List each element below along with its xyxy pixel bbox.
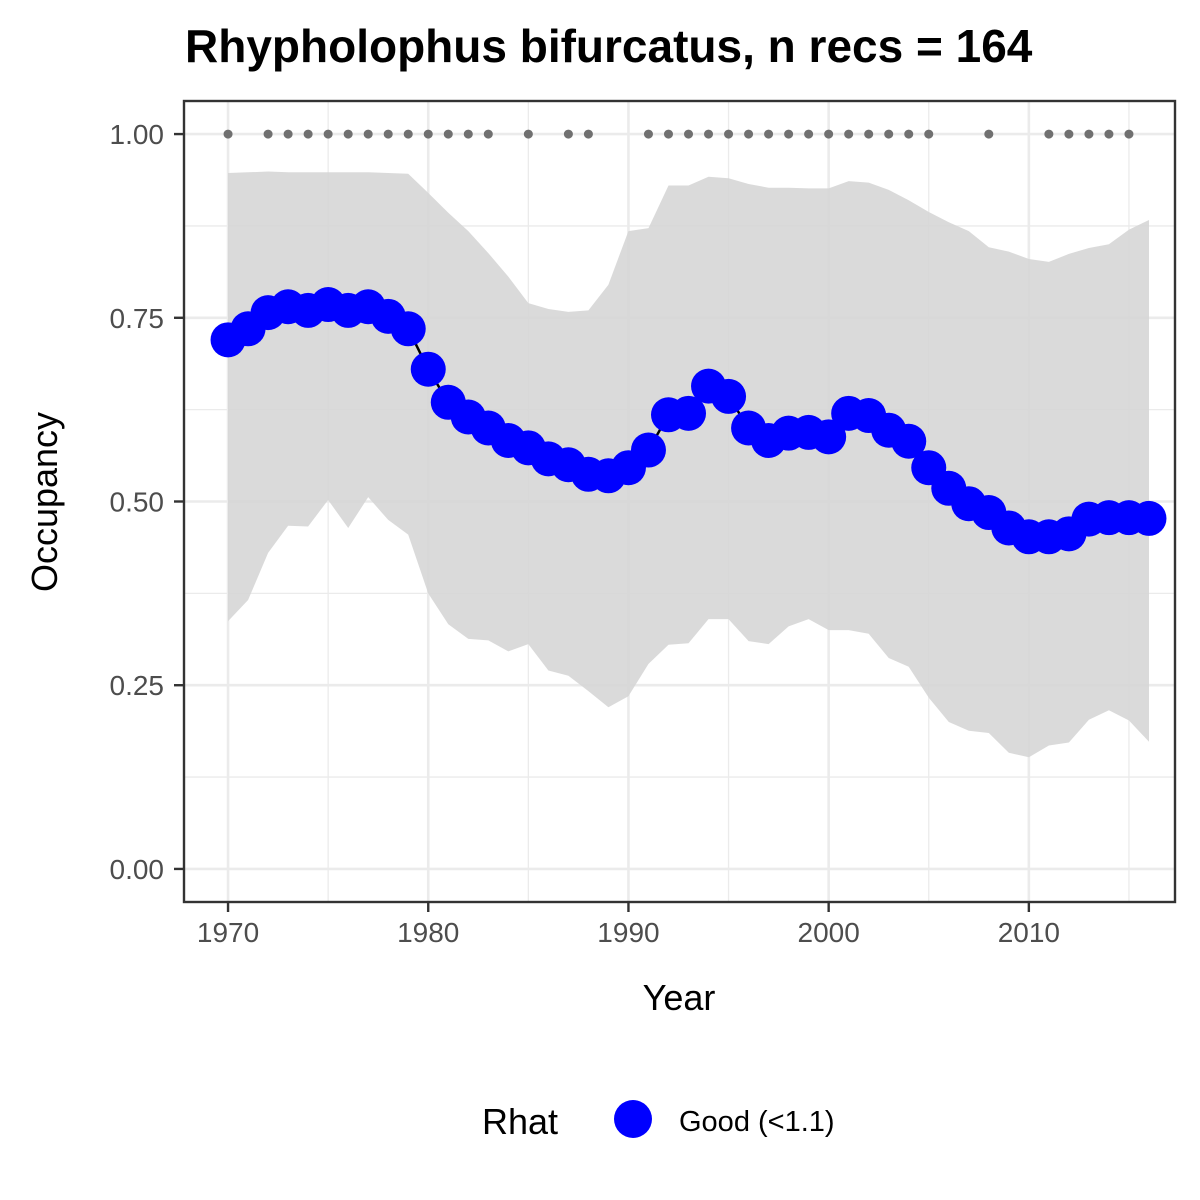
record-year-dot [684, 129, 694, 139]
occupancy-point [410, 351, 446, 387]
plot-panel [182, 99, 1177, 904]
record-year-dot [423, 129, 433, 139]
record-year-dot [563, 129, 573, 139]
record-year-dot [583, 129, 593, 139]
y-tick-label: 0.50 [110, 487, 165, 518]
x-tick-label: 2000 [798, 917, 860, 948]
record-year-dot [804, 129, 814, 139]
record-year-dot [704, 129, 714, 139]
x-tick-label: 1990 [597, 917, 659, 948]
x-axis: 1970 1980 1990 2000 2010 [197, 902, 1060, 948]
occupancy-point [671, 395, 707, 431]
y-tick-label: 1.00 [110, 119, 165, 150]
record-year-dot [904, 129, 914, 139]
legend: Rhat Good (<1.1) [482, 1100, 835, 1142]
chart-title: Rhypholophus bifurcatus, n recs = 164 [185, 20, 1033, 72]
x-tick-label: 2010 [998, 917, 1060, 948]
record-year-dot [1104, 129, 1114, 139]
record-year-dot [283, 129, 293, 139]
record-year-dot [363, 129, 373, 139]
legend-title: Rhat [482, 1101, 558, 1142]
y-tick-label: 0.00 [110, 854, 165, 885]
record-year-dot [343, 129, 353, 139]
record-year-dot [784, 129, 794, 139]
occupancy-point [390, 311, 426, 347]
record-year-dot [764, 129, 774, 139]
record-year-dot [523, 129, 533, 139]
record-year-dot [744, 129, 754, 139]
legend-label-good: Good (<1.1) [679, 1106, 835, 1138]
record-year-dot [303, 129, 313, 139]
record-year-dot [1064, 129, 1074, 139]
occupancy-point [711, 378, 747, 414]
occupancy-point [630, 432, 666, 468]
record-year-dot [483, 129, 493, 139]
record-year-dot [463, 129, 473, 139]
record-year-dot [1044, 129, 1054, 139]
credible-interval-ribbon [228, 171, 1149, 758]
record-year-dot [403, 129, 413, 139]
record-year-dot [884, 129, 894, 139]
record-year-dot [1124, 129, 1134, 139]
record-year-dot [984, 129, 994, 139]
record-year-dot [864, 129, 874, 139]
record-year-dot [223, 129, 233, 139]
record-year-dot [924, 129, 934, 139]
record-year-dot [443, 129, 453, 139]
legend-key-good-marker [614, 1100, 652, 1138]
record-year-dot [643, 129, 653, 139]
y-tick-label: 0.75 [110, 303, 165, 334]
x-tick-label: 1980 [397, 917, 459, 948]
y-axis: 0.00 0.25 0.50 0.75 1.00 [110, 119, 184, 885]
occupancy-point [811, 419, 847, 455]
y-axis-title: Occupancy [24, 412, 65, 592]
record-year-dot [383, 129, 393, 139]
record-year-dot [844, 129, 854, 139]
occupancy-point [1131, 500, 1167, 536]
record-year-dot [263, 129, 273, 139]
x-tick-label: 1970 [197, 917, 259, 948]
record-year-dot [1084, 129, 1094, 139]
occupancy-point [891, 423, 927, 459]
record-year-dot [663, 129, 673, 139]
record-year-dot [724, 129, 734, 139]
y-tick-label: 0.25 [110, 670, 165, 701]
record-year-dot [323, 129, 333, 139]
x-axis-title: Year [643, 977, 716, 1018]
record-year-dot [824, 129, 834, 139]
